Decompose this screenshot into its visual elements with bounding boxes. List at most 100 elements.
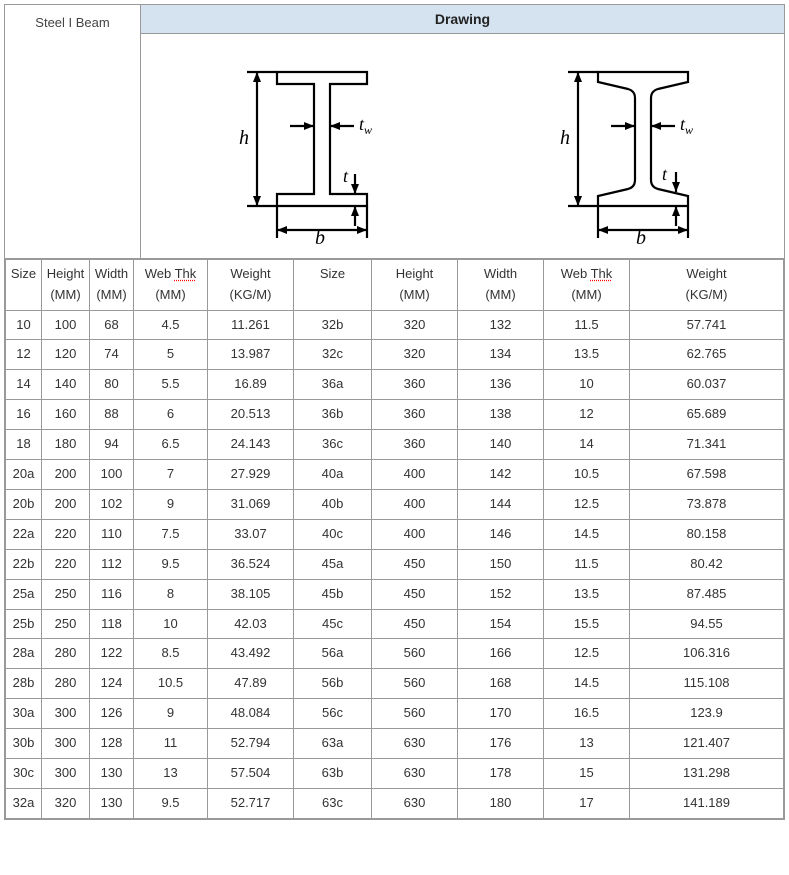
table-cell: 630 — [372, 729, 458, 759]
table-cell: 300 — [42, 729, 90, 759]
table-cell: 13 — [544, 729, 630, 759]
table-cell: 11.5 — [544, 549, 630, 579]
table-cell: 360 — [372, 430, 458, 460]
column-header-line1: Size — [8, 264, 39, 285]
column-header: Height(MM) — [42, 260, 90, 311]
table-cell: 40a — [294, 460, 372, 490]
table-cell: 300 — [42, 758, 90, 788]
product-name: Steel I Beam — [35, 15, 109, 30]
table-cell: 200 — [42, 489, 90, 519]
table-cell: 94 — [90, 430, 134, 460]
column-header: Weight(KG/M) — [208, 260, 294, 311]
column-header-line2: (MM) — [546, 285, 627, 306]
column-header-line2: (KG/M) — [210, 285, 291, 306]
table-head: Size Height(MM)Width(MM)Web Thk(MM)Weigh… — [6, 260, 784, 311]
table-cell: 80.158 — [630, 519, 784, 549]
table-cell: 45c — [294, 609, 372, 639]
table-cell: 38.105 — [208, 579, 294, 609]
table-cell: 180 — [42, 430, 90, 460]
table-cell: 52.717 — [208, 788, 294, 818]
table-cell: 14.5 — [544, 669, 630, 699]
table-cell: 320 — [372, 340, 458, 370]
table-cell: 67.598 — [630, 460, 784, 490]
table-cell: 220 — [42, 549, 90, 579]
table-row: 22a2201107.533.0740c40014614.580.158 — [6, 519, 784, 549]
column-header-line2: (MM) — [92, 285, 131, 306]
table-cell: 56a — [294, 639, 372, 669]
table-cell: 13.5 — [544, 340, 630, 370]
table-cell: 16 — [6, 400, 42, 430]
table-cell: 138 — [458, 400, 544, 430]
table-cell: 100 — [90, 460, 134, 490]
spec-table: Size Height(MM)Width(MM)Web Thk(MM)Weigh… — [5, 259, 784, 819]
label-h: h — [560, 127, 570, 149]
table-cell: 300 — [42, 699, 90, 729]
table-cell: 13.5 — [544, 579, 630, 609]
table-cell: 20a — [6, 460, 42, 490]
column-header-line1: Width — [92, 264, 131, 285]
table-cell: 10 — [6, 310, 42, 340]
column-header-line1: Height — [44, 264, 87, 285]
table-cell: 28a — [6, 639, 42, 669]
column-header-line1: Size — [296, 264, 369, 285]
label-b: b — [636, 227, 646, 248]
table-cell: 12 — [544, 400, 630, 430]
table-row: 32a3201309.552.71763c63018017141.189 — [6, 788, 784, 818]
column-header-line1: Weight — [210, 264, 291, 285]
table-cell: 122 — [90, 639, 134, 669]
table-cell: 560 — [372, 699, 458, 729]
table-cell: 80.42 — [630, 549, 784, 579]
table-cell: 17 — [544, 788, 630, 818]
table-cell: 36b — [294, 400, 372, 430]
table-cell: 31.069 — [208, 489, 294, 519]
table-cell: 560 — [372, 639, 458, 669]
table-cell: 118 — [90, 609, 134, 639]
table-cell: 360 — [372, 370, 458, 400]
table-cell: 40c — [294, 519, 372, 549]
column-header-line2: (MM) — [44, 285, 87, 306]
column-header: Web Thk(MM) — [544, 260, 630, 311]
table-cell: 132 — [458, 310, 544, 340]
table-cell: 14 — [6, 370, 42, 400]
table-row: 25b2501181042.0345c45015415.594.55 — [6, 609, 784, 639]
table-cell: 12.5 — [544, 489, 630, 519]
column-header-line2: (MM) — [460, 285, 541, 306]
table-body: 10100684.511.26132b32013211.557.74112120… — [6, 310, 784, 818]
table-cell: 18 — [6, 430, 42, 460]
table-cell: 25a — [6, 579, 42, 609]
table-cell: 126 — [90, 699, 134, 729]
table-cell: 123.9 — [630, 699, 784, 729]
table-cell: 16.89 — [208, 370, 294, 400]
table-cell: 106.316 — [630, 639, 784, 669]
table-cell: 180 — [458, 788, 544, 818]
table-cell: 10.5 — [134, 669, 208, 699]
table-cell: 88 — [90, 400, 134, 430]
table-cell: 71.341 — [630, 430, 784, 460]
table-cell: 10 — [544, 370, 630, 400]
table-cell: 32a — [6, 788, 42, 818]
table-cell: 110 — [90, 519, 134, 549]
table-row: 25a250116838.10545b45015213.587.485 — [6, 579, 784, 609]
table-row: 10100684.511.26132b32013211.557.741 — [6, 310, 784, 340]
table-cell: 250 — [42, 579, 90, 609]
table-cell: 33.07 — [208, 519, 294, 549]
table-cell: 4.5 — [134, 310, 208, 340]
column-header: Size — [6, 260, 42, 311]
top-row: Steel I Beam Drawing — [5, 5, 784, 259]
table-cell: 36a — [294, 370, 372, 400]
column-header: Width(MM) — [458, 260, 544, 311]
table-cell: 9.5 — [134, 549, 208, 579]
table-cell: 36.524 — [208, 549, 294, 579]
table-cell: 11.261 — [208, 310, 294, 340]
table-cell: 400 — [372, 489, 458, 519]
table-cell: 56c — [294, 699, 372, 729]
table-cell: 250 — [42, 609, 90, 639]
drawing-column: Drawing — [141, 5, 784, 258]
table-cell: 400 — [372, 460, 458, 490]
drawing-area: h b tw t — [141, 34, 784, 258]
table-cell: 150 — [458, 549, 544, 579]
label-b: b — [315, 227, 325, 248]
document-container: Steel I Beam Drawing — [4, 4, 785, 820]
table-cell: 5.5 — [134, 370, 208, 400]
column-header-line1: Width — [460, 264, 541, 285]
